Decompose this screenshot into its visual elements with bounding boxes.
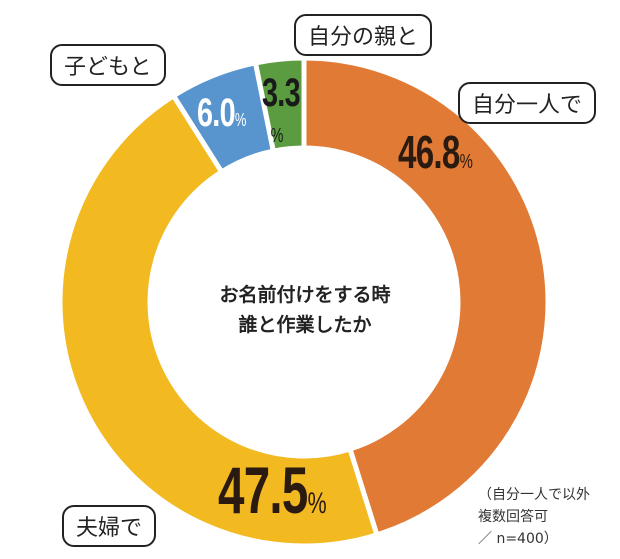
value-text: 47.5	[218, 453, 308, 527]
unit-text: %	[307, 487, 327, 520]
unit-text: %	[459, 150, 473, 173]
data-label-jibun-no-oya: 3.3%	[262, 73, 301, 154]
footnote-line-3: ／ n=400）	[478, 531, 558, 547]
chart-title: お名前付けをする時 誰と作業したか	[180, 280, 430, 340]
callout-kodomo: 子どもと	[50, 44, 166, 86]
data-label-fuufu: 47.5%	[218, 452, 327, 528]
chart-title-line-1: お名前付けをする時	[219, 284, 391, 306]
chart-title-line-2: 誰と作業したか	[238, 314, 372, 336]
slice-fuufu	[57, 92, 380, 549]
callout-jibun-no-oya: 自分の親と	[294, 14, 433, 56]
data-label-kodomo: 6.0%	[197, 91, 246, 136]
value-text: 46.8	[398, 126, 460, 178]
slice-jibun-no-oya	[252, 55, 307, 155]
value-text: 3.3	[262, 71, 301, 115]
footnote-line-2: 複数回答可	[478, 509, 548, 525]
callout-fuufu: 夫婦で	[62, 505, 157, 547]
data-label-jibun-hitori: 46.8%	[398, 125, 473, 179]
unit-text: %	[234, 110, 247, 130]
footnote-line-1: （自分一人で以外	[478, 487, 590, 503]
slice-jibun-hitori	[301, 55, 551, 539]
unit-text: %	[270, 125, 284, 147]
value-text: 6.0	[197, 91, 236, 135]
callout-jibun-hitori: 自分一人で	[458, 82, 597, 124]
footnote: （自分一人で以外 複数回答可 ／ n=400）	[478, 484, 590, 550]
